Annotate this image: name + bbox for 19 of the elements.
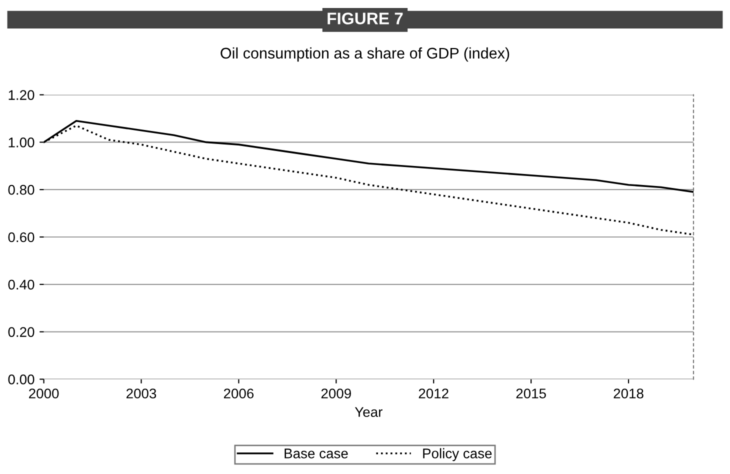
x-tick-label: 2012 bbox=[418, 388, 448, 398]
x-tick-label: 2018 bbox=[614, 388, 644, 398]
y-tick-label: 0.20 bbox=[8, 327, 34, 337]
x-axis-title: Year bbox=[354, 407, 382, 417]
legend-label: Base case bbox=[284, 448, 348, 458]
y-tick-label: 1.20 bbox=[8, 90, 34, 100]
y-tick-label: 0.80 bbox=[8, 184, 34, 195]
chart-subtitle: Oil consumption as a share of GDP (index) bbox=[220, 47, 510, 62]
x-tick-label: 2015 bbox=[516, 388, 546, 398]
y-tick-label: 0.60 bbox=[8, 232, 34, 242]
chart-title: FIGURE 7 bbox=[328, 12, 403, 24]
x-tick-label: 2003 bbox=[126, 388, 156, 398]
x-tick-label: 2000 bbox=[29, 388, 59, 398]
y-tick-label: 0.00 bbox=[8, 374, 34, 384]
legend-label: Policy case bbox=[423, 448, 492, 462]
y-tick-label: 1.00 bbox=[8, 138, 34, 148]
x-tick-label: 2006 bbox=[224, 388, 254, 398]
y-tick-label: 0.40 bbox=[8, 280, 34, 290]
x-tick-label: 2009 bbox=[321, 388, 351, 398]
